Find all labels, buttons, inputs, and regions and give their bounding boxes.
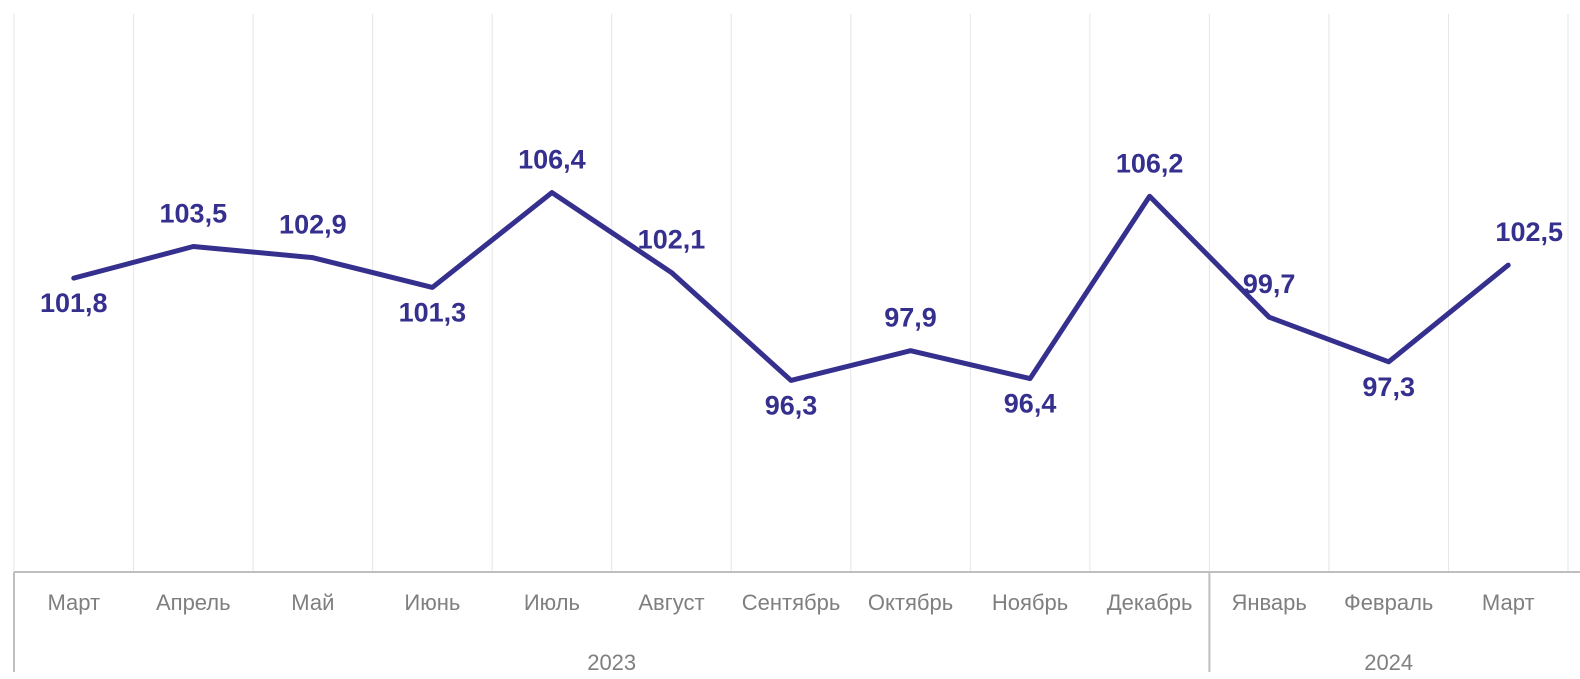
- data-label: 101,3: [399, 297, 467, 327]
- x-tick-label: Май: [291, 590, 334, 615]
- gridlines: [13, 14, 1569, 572]
- x-tick-label: Декабрь: [1107, 590, 1193, 615]
- data-label: 106,2: [1116, 148, 1184, 178]
- x-tick-label: Январь: [1231, 590, 1306, 615]
- x-tick-label: Февраль: [1344, 590, 1433, 615]
- year-group-label: 2024: [1364, 650, 1413, 675]
- series-line: [71, 190, 1511, 383]
- data-label: 97,3: [1362, 372, 1415, 402]
- x-tick-label: Июль: [524, 590, 580, 615]
- data-labels: 101,8 103,5 102,9 101,3 106,4 102,1 96,3 97,9 96…: [40, 145, 1563, 421]
- x-tick-label: Ноябрь: [992, 590, 1068, 615]
- category-labels: Март Апрель Май Июнь Июль Август Сентябрь Октяб…: [47, 590, 1534, 615]
- data-label: 96,4: [1004, 389, 1057, 419]
- year-group-label: 2023: [587, 650, 636, 675]
- data-label: 101,8: [40, 288, 108, 318]
- series-line-group: [71, 190, 1511, 383]
- x-tick-label: Октябрь: [868, 590, 953, 615]
- x-tick-label: Апрель: [156, 590, 231, 615]
- data-label: 102,9: [279, 210, 347, 240]
- x-tick-label: Июнь: [404, 590, 460, 615]
- data-label: 97,9: [884, 303, 937, 333]
- x-axis: [13, 571, 1580, 672]
- x-tick-label: Август: [638, 590, 704, 615]
- data-label: 102,1: [638, 225, 706, 255]
- data-label: 103,5: [160, 199, 228, 229]
- data-label: 102,5: [1495, 217, 1563, 247]
- x-tick-label: Март: [47, 590, 100, 615]
- data-label: 106,4: [518, 145, 586, 175]
- data-label: 99,7: [1243, 269, 1296, 299]
- x-tick-label: Сентябрь: [742, 590, 841, 615]
- data-label: 96,3: [765, 390, 818, 420]
- year-group-labels: 2023 2024: [587, 650, 1413, 675]
- x-tick-label: Март: [1482, 590, 1535, 615]
